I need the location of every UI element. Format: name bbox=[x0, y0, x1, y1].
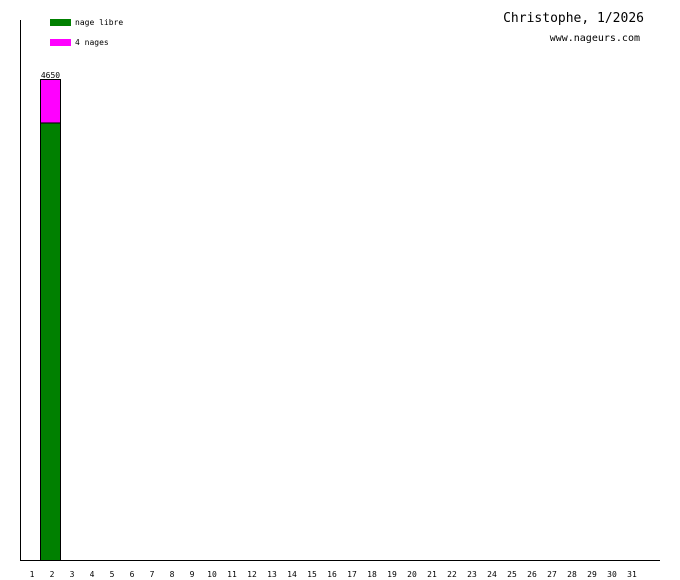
x-tick-label: 6 bbox=[130, 570, 135, 579]
x-tick-label: 31 bbox=[627, 570, 637, 579]
x-tick-label: 24 bbox=[487, 570, 497, 579]
chart-title: Christophe, 1/2026 bbox=[503, 11, 644, 26]
x-tick-label: 18 bbox=[367, 570, 377, 579]
legend-swatch bbox=[50, 39, 71, 46]
x-tick-label: 5 bbox=[110, 570, 115, 579]
x-tick-label: 22 bbox=[447, 570, 457, 579]
x-tick-label: 28 bbox=[567, 570, 577, 579]
x-tick-label: 13 bbox=[267, 570, 277, 579]
bar-total-label: 4650 bbox=[41, 71, 60, 80]
x-tick-label: 14 bbox=[287, 570, 297, 579]
x-tick-label: 17 bbox=[347, 570, 357, 579]
x-tick-label: 16 bbox=[327, 570, 337, 579]
x-tick-label: 30 bbox=[607, 570, 617, 579]
legend-label: 4 nages bbox=[75, 38, 109, 47]
x-tick-label: 25 bbox=[507, 570, 517, 579]
legend-swatch bbox=[50, 19, 71, 26]
x-tick-label: 2 bbox=[50, 570, 55, 579]
x-tick-label: 29 bbox=[587, 570, 597, 579]
chart-subtitle: www.nageurs.com bbox=[550, 33, 640, 44]
bar-segment bbox=[40, 79, 61, 124]
x-tick-label: 4 bbox=[90, 570, 95, 579]
x-tick-label: 11 bbox=[227, 570, 237, 579]
x-tick-label: 7 bbox=[150, 570, 155, 579]
x-tick-label: 8 bbox=[170, 570, 175, 579]
x-tick-label: 1 bbox=[30, 570, 35, 579]
legend: nage libre 4 nages bbox=[50, 18, 123, 47]
x-tick-label: 15 bbox=[307, 570, 317, 579]
bars bbox=[40, 79, 61, 561]
total-labels: 4650 bbox=[41, 71, 60, 80]
x-tick-labels: 1 2 3 4 5 6 7 8 9 10 11 12 13 14 15 16 17 18 19 20 21 22 23 24 2… bbox=[30, 570, 637, 579]
x-tick-label: 27 bbox=[547, 570, 557, 579]
x-tick-label: 21 bbox=[427, 570, 437, 579]
x-tick-label: 20 bbox=[407, 570, 417, 579]
x-tick-label: 9 bbox=[190, 570, 195, 579]
x-tick-label: 23 bbox=[467, 570, 477, 579]
bar-segment bbox=[40, 122, 61, 561]
x-tick-label: 3 bbox=[70, 570, 75, 579]
x-tick-label: 12 bbox=[247, 570, 257, 579]
x-tick-label: 26 bbox=[527, 570, 537, 579]
x-tick-label: 10 bbox=[207, 570, 217, 579]
legend-label: nage libre bbox=[75, 18, 123, 27]
x-tick-label: 19 bbox=[387, 570, 397, 579]
